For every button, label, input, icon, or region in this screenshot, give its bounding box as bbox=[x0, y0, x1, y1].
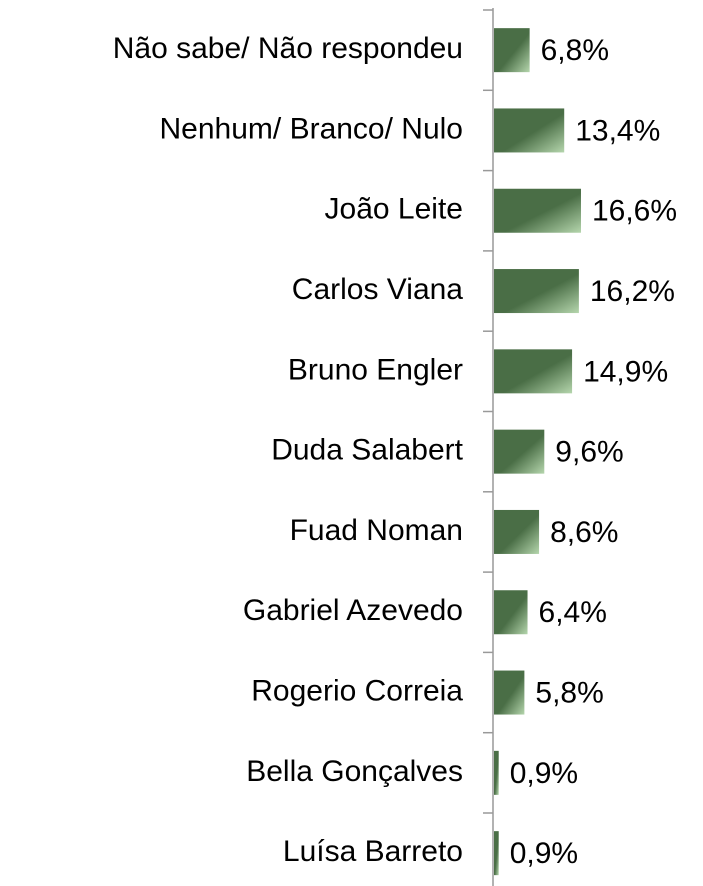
category-label: Nenhum/ Branco/ Nulo bbox=[160, 112, 464, 145]
value-label: 16,2% bbox=[590, 275, 675, 308]
category-label: Gabriel Azevedo bbox=[243, 594, 463, 627]
category-label: Carlos Viana bbox=[292, 273, 464, 306]
category-label: João Leite bbox=[325, 193, 463, 226]
bar bbox=[494, 590, 528, 635]
value-label: 0,9% bbox=[510, 837, 578, 870]
value-label: 16,6% bbox=[592, 195, 677, 228]
value-label: 14,9% bbox=[583, 355, 668, 388]
value-label: 9,6% bbox=[555, 436, 623, 469]
bar bbox=[494, 28, 530, 73]
bar bbox=[494, 269, 579, 314]
bar bbox=[494, 188, 581, 233]
bar bbox=[494, 108, 565, 153]
category-label: Fuad Noman bbox=[290, 514, 463, 547]
category-label: Rogerio Correia bbox=[251, 674, 463, 707]
bar bbox=[494, 670, 525, 715]
value-label: 13,4% bbox=[575, 114, 660, 147]
value-label: 8,6% bbox=[550, 516, 618, 549]
value-label: 6,4% bbox=[539, 596, 607, 629]
value-label: 6,8% bbox=[541, 34, 609, 67]
value-label: 5,8% bbox=[535, 676, 603, 709]
category-label: Duda Salabert bbox=[271, 434, 463, 467]
category-label: Bruno Engler bbox=[288, 353, 463, 386]
category-label: Não sabe/ Não respondeu bbox=[113, 32, 463, 65]
bar bbox=[494, 349, 573, 394]
value-label: 0,9% bbox=[510, 757, 578, 790]
category-label: Luísa Barreto bbox=[283, 835, 463, 868]
bar bbox=[494, 509, 540, 554]
category-label: Bella Gonçalves bbox=[246, 755, 463, 788]
bar bbox=[494, 429, 545, 474]
bar bbox=[494, 831, 499, 876]
bar bbox=[494, 750, 499, 795]
